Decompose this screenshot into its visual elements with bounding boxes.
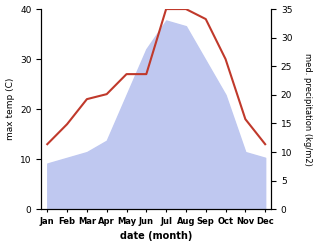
Y-axis label: med. precipitation (kg/m2): med. precipitation (kg/m2) (303, 53, 313, 165)
X-axis label: date (month): date (month) (120, 231, 192, 242)
Y-axis label: max temp (C): max temp (C) (5, 78, 15, 140)
